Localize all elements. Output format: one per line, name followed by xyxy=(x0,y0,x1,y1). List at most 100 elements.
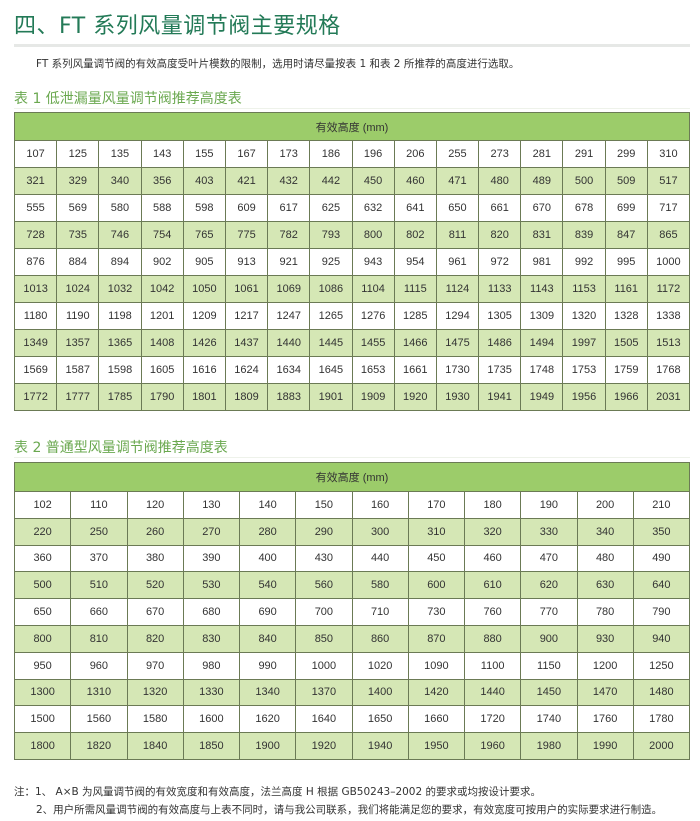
table-cell: 950 xyxy=(13,651,72,680)
table-cell: 440 xyxy=(351,544,409,573)
table-cell: 620 xyxy=(520,571,578,600)
table-cell: 640 xyxy=(632,571,691,600)
table-cell: 847 xyxy=(604,221,648,249)
table-cell: 800 xyxy=(351,221,395,249)
table-cell: 320 xyxy=(463,517,522,546)
table-cell: 1338 xyxy=(646,302,691,330)
table-cell: 330 xyxy=(520,517,578,546)
table-cell: 900 xyxy=(520,624,578,653)
table-cell: 160 xyxy=(351,491,409,519)
table-row: 1300 1310 1320 1330 1340 1370 1400 1420 1440 1450… xyxy=(13,678,691,707)
table-cell: 1620 xyxy=(238,705,297,734)
table-cell: 155 xyxy=(182,140,226,168)
table-row: 728 735 746 754 765 775 782 793 800 802 811 820 831 8… xyxy=(13,221,691,249)
table-cell: 480 xyxy=(478,167,522,195)
table-cell: 1294 xyxy=(435,302,480,330)
table-cell: 1949 xyxy=(520,383,564,411)
table-row: 360 370 380 390 400 430 440 450 460 470 480 490 xyxy=(13,544,691,573)
table-cell: 1349 xyxy=(13,329,58,357)
table-cell: 1768 xyxy=(646,356,691,384)
table-cell: 782 xyxy=(267,221,311,249)
table-cell: 790 xyxy=(632,598,691,626)
table-cell: 1276 xyxy=(351,302,395,330)
table-cell: 1069 xyxy=(267,275,311,303)
table-cell: 820 xyxy=(478,221,522,249)
table-cell: 730 xyxy=(407,598,466,626)
table2-standard-heights: 有效高度 (mm) 102 110 120 130 140 150 160 170 180 190 2… xyxy=(13,462,691,760)
table1-caption: 表 1 低泄漏量风量调节阀推荐高度表 xyxy=(14,91,242,107)
table-cell: 717 xyxy=(646,194,691,222)
table-cell: 913 xyxy=(224,248,269,276)
table-cell: 884 xyxy=(56,248,100,276)
table-cell: 1466 xyxy=(393,329,437,357)
table-cell: 610 xyxy=(463,571,522,600)
table-cell: 894 xyxy=(98,248,142,276)
table-cell: 1300 xyxy=(13,678,72,707)
table-cell: 1024 xyxy=(56,275,100,303)
table-cell: 110 xyxy=(70,491,128,519)
table-cell: 992 xyxy=(562,248,606,276)
table-cell: 180 xyxy=(463,491,522,519)
table-cell: 940 xyxy=(632,624,691,653)
table-cell: 1172 xyxy=(646,275,691,303)
table-cell: 980 xyxy=(182,651,241,680)
table-cell: 380 xyxy=(126,544,184,573)
table-cell: 1777 xyxy=(56,383,100,411)
table-cell: 1470 xyxy=(576,678,634,707)
table-cell: 800 xyxy=(13,624,72,653)
table-cell: 1198 xyxy=(98,302,142,330)
table-cell: 329 xyxy=(56,167,100,195)
table-cell: 960 xyxy=(70,651,128,680)
table-row: 555 569 580 588 598 609 617 625 632 641 650 661 670 6… xyxy=(13,194,691,222)
table-cell: 970 xyxy=(126,651,184,680)
table-cell: 1217 xyxy=(224,302,269,330)
table-cell: 281 xyxy=(520,140,564,168)
table-cell: 220 xyxy=(13,517,72,546)
table-cell: 678 xyxy=(562,194,606,222)
table-cell: 1143 xyxy=(520,275,564,303)
table-cell: 870 xyxy=(407,624,466,653)
table-cell: 2000 xyxy=(632,732,691,760)
table-cell: 1624 xyxy=(224,356,269,384)
table-cell: 600 xyxy=(407,571,466,600)
table-cell: 830 xyxy=(182,624,241,653)
table-cell: 510 xyxy=(70,571,128,600)
table-cell: 632 xyxy=(351,194,395,222)
table-cell: 660 xyxy=(70,598,128,626)
table-cell: 811 xyxy=(435,221,480,249)
table-cell: 490 xyxy=(632,544,691,573)
table-cell: 650 xyxy=(435,194,480,222)
table-cell: 770 xyxy=(520,598,578,626)
table-cell: 780 xyxy=(576,598,634,626)
table-cell: 793 xyxy=(309,221,353,249)
table2-caption-divider xyxy=(14,457,690,458)
table-cell: 902 xyxy=(140,248,184,276)
table-cell: 1285 xyxy=(393,302,437,330)
table-cell: 1328 xyxy=(604,302,648,330)
table-row: 950 960 970 980 990 1000 1020 1090 1100 1150 1200 1… xyxy=(13,651,691,680)
table-cell: 107 xyxy=(13,140,58,168)
table1-caption-divider xyxy=(14,108,690,109)
table-cell: 1990 xyxy=(576,732,634,760)
table-cell: 291 xyxy=(562,140,606,168)
table-cell: 300 xyxy=(351,517,409,546)
table-cell: 1209 xyxy=(182,302,226,330)
table-cell: 1400 xyxy=(351,678,409,707)
table-cell: 340 xyxy=(576,517,634,546)
table-cell: 120 xyxy=(126,491,184,519)
table-cell: 102 xyxy=(13,491,72,519)
table-row: 1013 1024 1032 1042 1050 1061 1069 1086 1104 1115… xyxy=(13,275,691,303)
table-cell: 1190 xyxy=(56,302,100,330)
table-cell: 1730 xyxy=(435,356,480,384)
table-cell: 1133 xyxy=(478,275,522,303)
table-cell: 728 xyxy=(13,221,58,249)
table-cell: 167 xyxy=(224,140,269,168)
table-cell: 260 xyxy=(126,517,184,546)
table-cell: 1645 xyxy=(309,356,353,384)
table-cell: 609 xyxy=(224,194,269,222)
table-cell: 650 xyxy=(13,598,72,626)
table-row: 1349 1357 1365 1408 1426 1437 1440 1445 1455 1466… xyxy=(13,329,691,357)
table-cell: 310 xyxy=(646,140,691,168)
table-cell: 810 xyxy=(70,624,128,653)
table-cell: 1247 xyxy=(267,302,311,330)
